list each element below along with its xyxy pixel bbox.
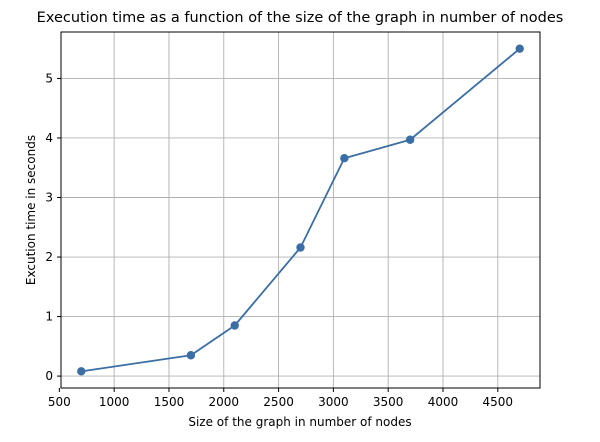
x-tick-label: 4000 <box>428 395 459 409</box>
x-tick-label: 3000 <box>318 395 349 409</box>
data-point <box>515 44 524 53</box>
x-tick-label: 500 <box>48 395 71 409</box>
y-tick-label: 5 <box>45 71 53 85</box>
y-axis-label: Excution time in seconds <box>24 135 38 285</box>
x-tick-label: 4500 <box>483 395 514 409</box>
data-point <box>186 351 196 360</box>
y-tick-label: 2 <box>45 250 53 264</box>
y-tick-label: 0 <box>45 369 53 383</box>
y-axis-ticks: 0 1 2 3 4 5 <box>45 71 61 383</box>
data-point <box>340 154 349 163</box>
x-tick-label: 3500 <box>373 395 404 409</box>
x-tick-label: 2500 <box>263 395 294 409</box>
y-tick-label: 4 <box>45 131 53 145</box>
x-tick-label: 1000 <box>99 395 130 409</box>
chart-title: Execution time as a function of the size… <box>37 10 564 26</box>
x-axis-label: Size of the graph in number of nodes <box>188 415 411 429</box>
x-tick-label: 1500 <box>154 395 185 409</box>
plot-area-frame <box>60 31 541 389</box>
data-point <box>405 135 415 144</box>
data-point <box>296 243 305 252</box>
y-tick-label: 3 <box>45 190 53 204</box>
series-layer <box>77 44 524 376</box>
data-point <box>230 321 239 330</box>
x-axis-ticks: 500 1000 1500 2000 2500 3000 3500 4000 4500 <box>48 388 513 409</box>
x-tick-label: 2000 <box>208 395 239 409</box>
grid-lines <box>61 32 540 388</box>
series-line <box>81 47 521 373</box>
data-point <box>77 367 86 376</box>
y-tick-label: 1 <box>45 310 53 324</box>
